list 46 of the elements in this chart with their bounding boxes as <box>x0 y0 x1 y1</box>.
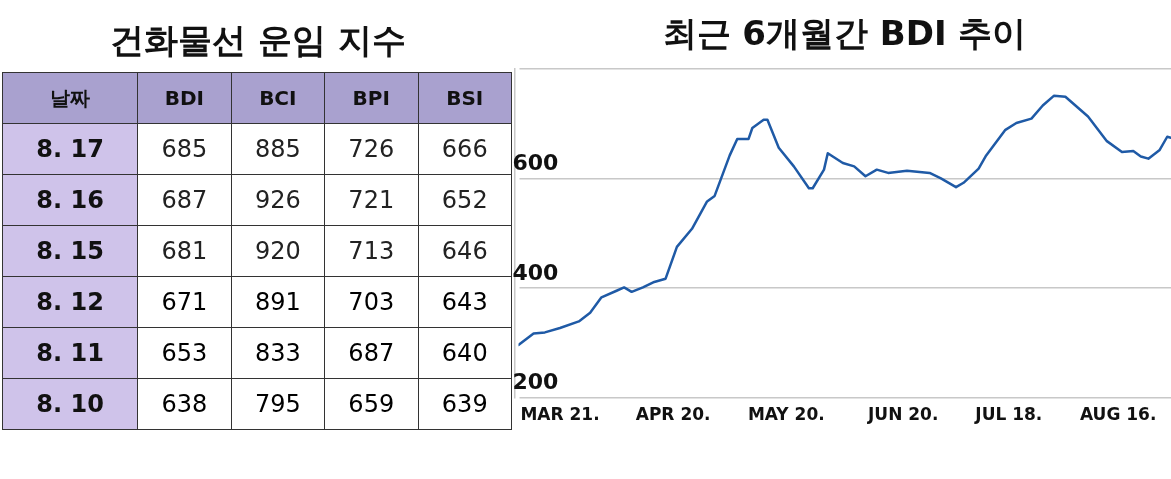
category-label: 8. 12 <box>2 276 138 328</box>
y-tick-label: 400 <box>512 259 559 285</box>
data-label: 713 <box>324 225 418 277</box>
text: 날짜 <box>2 72 138 124</box>
x-tick-label: JUN 20. <box>867 404 939 425</box>
data-label: 653 <box>137 327 232 379</box>
data-label: 646 <box>418 225 512 277</box>
y-tick-label: 200 <box>512 369 559 395</box>
x-tick-label: MAR 21. <box>520 404 600 425</box>
x-tick-label: MAY 20. <box>747 404 825 425</box>
data-label: 652 <box>418 174 512 226</box>
data-label: 681 <box>137 225 232 277</box>
text: BSI <box>418 72 512 124</box>
category-label: 8. 17 <box>2 123 138 175</box>
category-label: 8. 11 <box>2 327 138 379</box>
data-label: 721 <box>324 174 418 226</box>
data-label: 671 <box>137 276 232 328</box>
data-label: 926 <box>231 174 325 226</box>
data-label: 666 <box>418 123 512 175</box>
data-label: 703 <box>324 276 418 328</box>
data-label: 685 <box>137 123 232 175</box>
data-label: 640 <box>418 327 512 379</box>
data-label: 659 <box>324 378 418 430</box>
data-label: 891 <box>231 276 325 328</box>
data-label: 795 <box>231 378 325 430</box>
text: BCI <box>231 72 325 124</box>
x-tick-label: JUL 18. <box>974 404 1043 425</box>
chart-title: 최근 6개월간 BDI 추이 <box>662 13 1027 54</box>
data-label: 639 <box>418 378 512 430</box>
category-label: 8. 15 <box>2 225 138 277</box>
text: 건화물선 운임 지수 <box>109 19 407 62</box>
x-tick-label: AUG 16. <box>1079 404 1157 425</box>
y-tick-label: 600 <box>512 150 559 176</box>
text: BDI <box>137 72 232 124</box>
data-label: 920 <box>231 225 325 277</box>
category-label: 8. 16 <box>2 174 138 226</box>
text: BPI <box>324 72 418 124</box>
category-label: 8. 10 <box>2 378 138 430</box>
x-tick-label: APR 20. <box>635 404 711 425</box>
data-label: 833 <box>231 327 325 379</box>
data-label: 726 <box>324 123 418 175</box>
data-label: 687 <box>137 174 232 226</box>
data-label: 638 <box>137 378 232 430</box>
data-label: 643 <box>418 276 512 328</box>
data-label: 687 <box>324 327 418 379</box>
data-label: 885 <box>231 123 325 175</box>
